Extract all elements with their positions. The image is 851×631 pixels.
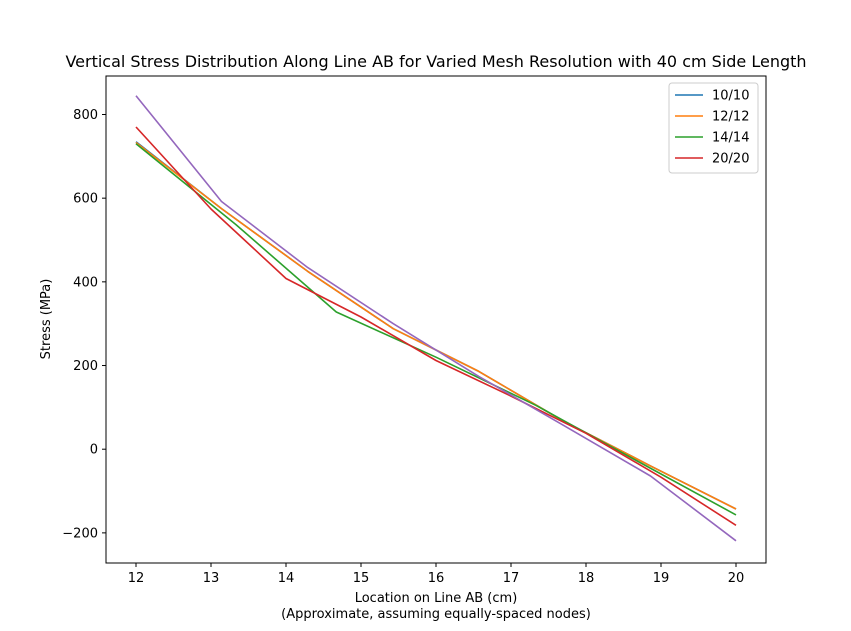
x-tick-label: 14 <box>278 571 295 586</box>
legend-box <box>668 82 759 174</box>
y-axis: −200 0 200 400 600 800 <box>62 108 106 541</box>
series-line-1 <box>135 141 737 510</box>
chart-title: Vertical Stress Distribution Along Line … <box>65 52 806 71</box>
x-tick-label: 15 <box>353 571 370 586</box>
y-axis-label: Stress (MPa) <box>39 279 54 360</box>
y-tick-label: 0 <box>90 443 98 458</box>
x-tick-label: 13 <box>203 571 220 586</box>
legend: 10/10 12/12 14/14 20/20 <box>668 82 759 174</box>
x-tick-label: 17 <box>503 571 520 586</box>
x-axis-sublabel: (Approximate, assuming equally-spaced no… <box>281 607 591 622</box>
y-tick-label: 800 <box>73 108 98 123</box>
legend-label: 14/14 <box>712 131 749 146</box>
legend-label: 10/10 <box>712 89 749 104</box>
series-line-2 <box>135 141 737 510</box>
plot-frame <box>105 75 767 564</box>
y-tick-label: 200 <box>73 359 98 374</box>
y-tick-label: 600 <box>73 192 98 207</box>
series-line-5 <box>135 95 737 542</box>
legend-label: 20/20 <box>712 152 749 167</box>
y-tick-label: −200 <box>62 526 98 541</box>
x-axis: 12 13 14 15 16 17 18 19 20 <box>128 563 745 586</box>
x-tick-label: 18 <box>578 571 595 586</box>
y-tick-label: 400 <box>73 275 98 290</box>
x-tick-label: 16 <box>428 571 445 586</box>
x-axis-label: Location on Line AB (cm) <box>355 591 518 606</box>
series-lines <box>135 95 737 542</box>
x-tick-label: 20 <box>728 571 745 586</box>
x-tick-label: 12 <box>128 571 145 586</box>
series-line-4 <box>135 126 737 526</box>
series-line-3 <box>135 143 737 516</box>
x-tick-label: 19 <box>653 571 670 586</box>
legend-label: 12/12 <box>712 110 749 125</box>
